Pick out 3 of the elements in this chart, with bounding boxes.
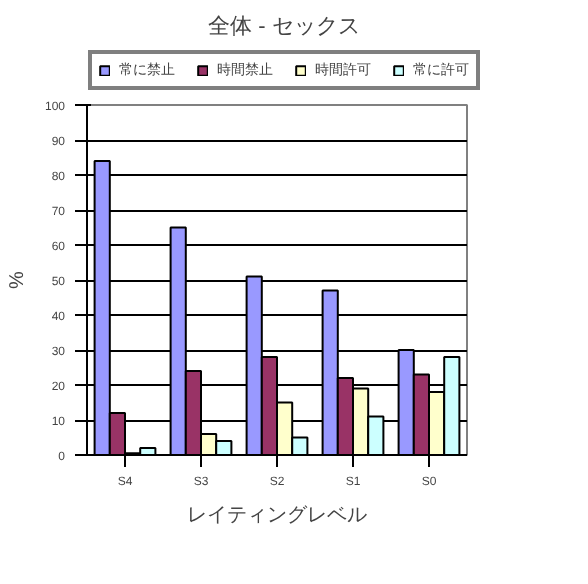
x-axis-title: レイティングレベル [187, 505, 367, 527]
y-axis-title: % [6, 270, 29, 289]
chart-title: 全体 - セックス [208, 15, 360, 39]
